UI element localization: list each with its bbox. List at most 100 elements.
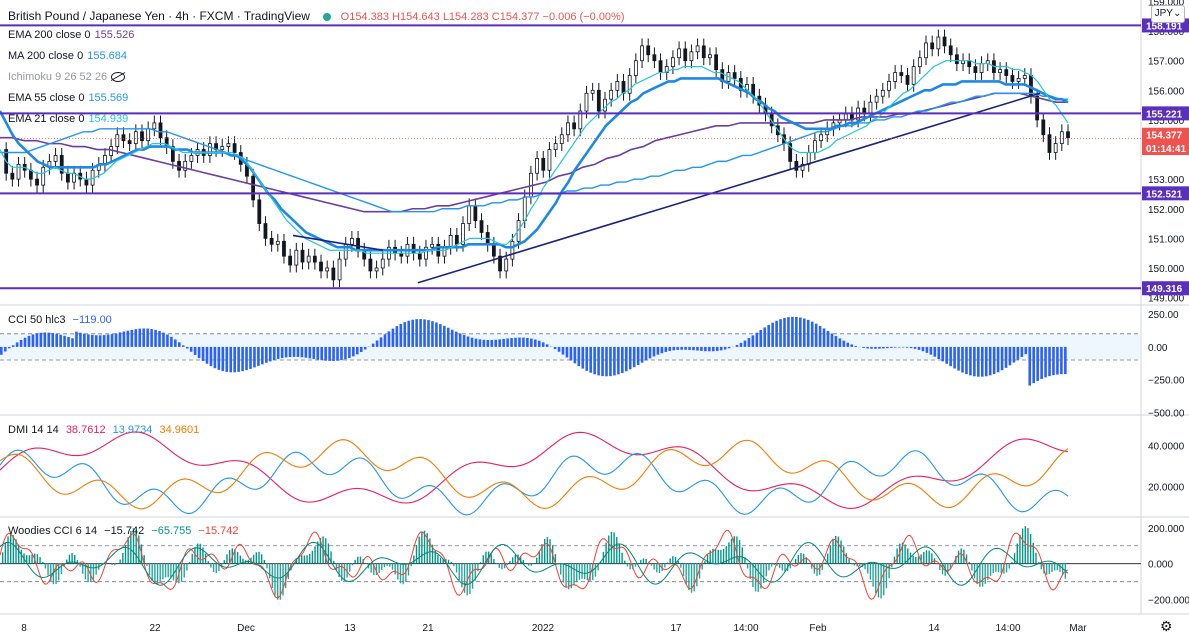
cci-bar — [961, 346, 964, 373]
candle-body — [806, 152, 811, 165]
woodies-cci-line — [0, 529, 1069, 600]
cci-bar — [822, 328, 826, 347]
cci-bar — [1048, 346, 1051, 377]
cci-bar — [450, 329, 454, 347]
cci-bar — [23, 337, 27, 347]
legend-item[interactable]: MA 200 close 0 155.684 — [8, 50, 131, 62]
cci-legend[interactable]: CCI 50 hlc3 −119.00 — [8, 314, 116, 326]
time-tick-label: 13 — [344, 623, 356, 634]
cci-bar — [431, 321, 434, 347]
cci-pane[interactable] — [0, 316, 1141, 386]
candle-body — [973, 66, 978, 73]
cci-bar — [1032, 346, 1035, 384]
candle-body — [53, 155, 58, 162]
cci-bar — [142, 328, 145, 347]
cci-bar — [15, 342, 19, 347]
cci-bar — [482, 339, 486, 347]
woodies-value-3: −15.742 — [198, 525, 239, 537]
cci-bar — [890, 346, 893, 348]
cci-bar — [415, 319, 418, 347]
cci-bar — [537, 340, 541, 347]
cci-bar — [284, 346, 288, 358]
cci-bar — [280, 346, 284, 359]
legend-value: 154.939 — [88, 113, 129, 125]
cci-bar — [474, 338, 478, 347]
cci-bar — [261, 346, 264, 365]
cci-bar — [237, 346, 240, 372]
cci-bar — [312, 346, 316, 359]
cci-bar — [435, 322, 438, 347]
cci-bar — [767, 324, 770, 347]
cci-bar — [775, 320, 778, 347]
cci-bar — [170, 336, 173, 347]
gear-icon[interactable]: ⚙ — [1160, 618, 1173, 634]
candle-body — [84, 178, 89, 186]
candle-body — [535, 158, 539, 174]
legend-item[interactable]: EMA 55 close 0 155.569 — [8, 92, 132, 104]
price-axis[interactable]: 149.000150.000151.000152.000153.000154.0… — [1142, 0, 1189, 607]
candle-body — [954, 54, 959, 65]
eye-hidden-icon[interactable] — [111, 72, 126, 83]
cci-bar — [870, 346, 873, 349]
cci-bar — [272, 346, 276, 361]
cci-bar — [1012, 346, 1016, 363]
cci-bar — [166, 334, 169, 347]
cci-bar — [320, 346, 323, 361]
cci-bar — [648, 346, 652, 359]
cci-bar — [67, 337, 70, 347]
cci-bar — [727, 346, 731, 349]
woodies-legend[interactable]: Woodies CCI 6 14 −15.742 −65.755 −15.742 — [8, 525, 243, 537]
cci-bar — [395, 326, 399, 347]
candle-body — [887, 81, 891, 91]
cci-bar — [268, 346, 272, 362]
cci-bar — [743, 340, 747, 347]
cci-bar — [905, 346, 909, 348]
cci-bar — [672, 346, 676, 351]
cci-bar — [209, 346, 213, 367]
candle-body — [1010, 75, 1015, 82]
candle-body — [578, 110, 583, 130]
legend-item[interactable]: Ichimoku 9 26 52 26 — [8, 71, 129, 83]
symbol-title[interactable]: British Pound / Japanese Yen · 4h · FXCM… — [8, 9, 310, 23]
cci-bar — [391, 328, 395, 347]
time-axis[interactable]: 8 22 Dec 13 21 2022 17 14:00 Feb 14 14:00 Mar — [21, 623, 1087, 634]
cci-bar — [628, 346, 632, 370]
cci-bar — [925, 346, 929, 353]
cci-bar — [577, 346, 581, 367]
cci-bar — [443, 325, 446, 347]
candle-body — [312, 255, 317, 263]
cci-bar — [696, 346, 699, 351]
cci-bar — [704, 346, 707, 352]
legend-item[interactable]: EMA 200 close 0 155.526 — [8, 29, 138, 41]
cci-bar — [336, 346, 339, 361]
time-tick-label: 17 — [670, 623, 682, 634]
cci-bar — [802, 318, 806, 347]
dmi-value-1: 38.7612 — [65, 424, 106, 436]
cci-bar — [644, 346, 648, 361]
candle-body — [664, 66, 669, 73]
candle-body — [133, 131, 138, 145]
currency-select[interactable]: JPY⌄ — [1151, 5, 1185, 23]
cci-bar — [581, 346, 585, 369]
cci-bar — [138, 328, 142, 347]
cci-bar — [909, 346, 913, 349]
price-pane[interactable] — [0, 24, 1141, 290]
cci-bar — [411, 319, 414, 347]
cci-bar — [506, 338, 509, 347]
legend-item[interactable]: EMA 21 close 0 154.939 — [8, 113, 132, 125]
candle-body — [349, 237, 354, 245]
cci-bar — [712, 346, 715, 352]
dmi-pane[interactable] — [0, 431, 1069, 516]
candle-body — [1059, 131, 1064, 145]
cci-bar — [735, 344, 739, 347]
woodies-pane[interactable] — [0, 526, 1141, 600]
candle-body — [603, 98, 607, 112]
cci-bar — [454, 331, 458, 347]
price-label-text: 158.191 — [1146, 21, 1183, 32]
candle-body — [121, 134, 126, 142]
cci-bar — [893, 346, 897, 348]
dmi-legend[interactable]: DMI 14 14 38.7612 13.9734 34.9601 — [8, 424, 203, 436]
cci-bar — [241, 346, 244, 372]
candle-body — [621, 81, 626, 94]
